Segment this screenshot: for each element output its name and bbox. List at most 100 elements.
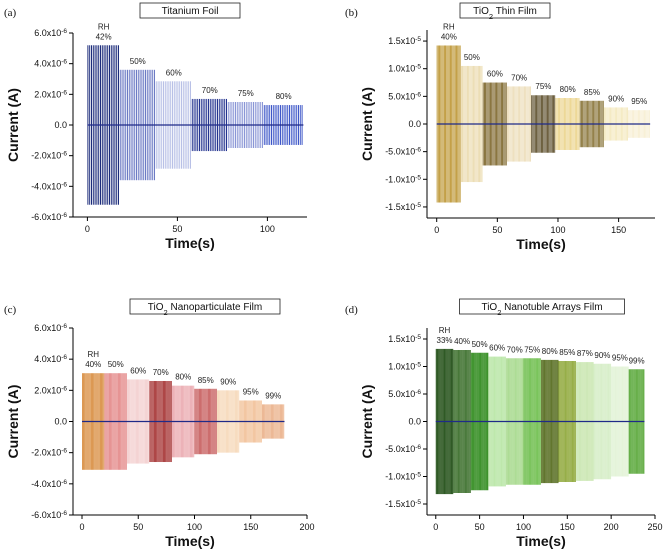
- x-tick-label: 100: [550, 225, 565, 235]
- x-axis-title: Time(s): [516, 533, 566, 549]
- y-tick-label: -5.0x10-6: [385, 146, 421, 157]
- y-tick-label: 2.0x10-6: [34, 89, 67, 100]
- y-tick-label: -6.0x10-6: [31, 212, 67, 223]
- y-tick-label: -1.0x10-5: [385, 174, 421, 185]
- rh-label: 60%: [130, 366, 146, 375]
- x-tick-label: 0: [434, 225, 439, 235]
- rh-label: 50%: [108, 360, 124, 369]
- x-tick-label: 250: [647, 522, 662, 532]
- x-tick-label: 50: [172, 224, 182, 234]
- rh-label: 99%: [629, 356, 645, 365]
- y-axis-title: Current (A): [5, 88, 21, 162]
- y-axis-title: Current (A): [5, 385, 21, 459]
- rh-prefix: RH: [87, 350, 99, 359]
- x-tick-label: 100: [187, 522, 202, 532]
- title-box: [139, 2, 241, 19]
- rh-label: 85%: [584, 88, 600, 97]
- rh-label: 50%: [130, 57, 146, 66]
- rh-label: 40%: [441, 32, 457, 41]
- y-axis-title: Current (A): [359, 87, 375, 161]
- y-tick-label: -6.0x10-6: [31, 510, 67, 521]
- y-tick-label: -1.5x10-5: [385, 201, 421, 212]
- x-tick-label: 0: [79, 522, 84, 532]
- chart-title: TiO2 Thin Film: [473, 6, 537, 21]
- x-tick-label: 100: [260, 224, 275, 234]
- y-tick-label: -4.0x10-6: [31, 478, 67, 489]
- rh-prefix: RH: [98, 22, 110, 31]
- y-tick-label: 1.5x10-5: [388, 36, 421, 47]
- y-tick-label: 0.0: [408, 417, 421, 427]
- x-tick-label: 150: [611, 225, 626, 235]
- x-tick-label: 50: [492, 225, 502, 235]
- y-tick-label: 4.0x10-6: [34, 354, 67, 365]
- rh-prefix: RH: [443, 22, 455, 31]
- y-tick-label: 2.0x10-6: [34, 385, 67, 396]
- panel-label: (b): [345, 7, 358, 19]
- title-box: [459, 298, 625, 315]
- x-tick-label: 0: [85, 224, 90, 234]
- rh-label: 95%: [243, 387, 259, 396]
- y-tick-label: 5.0x10-6: [388, 91, 421, 102]
- rh-prefix: RH: [439, 326, 451, 335]
- x-tick-label: 200: [299, 522, 314, 532]
- x-tick-label: 0: [433, 522, 438, 532]
- rh-label: 95%: [612, 354, 628, 363]
- panel-label: (a): [4, 7, 17, 19]
- rh-label: 75%: [535, 82, 551, 91]
- rh-label: 40%: [85, 360, 101, 369]
- y-axis-title: Current (A): [359, 385, 375, 459]
- y-tick-label: 0.0: [54, 417, 67, 427]
- y-tick-label: 1.0x10-5: [388, 63, 421, 74]
- rh-label: 70%: [153, 368, 169, 377]
- rh-label: 90%: [220, 377, 236, 386]
- y-tick-label: 5.0x10-6: [388, 389, 421, 400]
- y-tick-label: 0.0: [408, 119, 421, 129]
- rh-label: 90%: [594, 351, 610, 360]
- chart-title: TiO2 Nanotuble Arrays Film: [481, 302, 602, 317]
- rh-label: 95%: [631, 97, 647, 106]
- rh-label: 87%: [577, 349, 593, 358]
- y-tick-label: 1.0x10-5: [388, 361, 421, 372]
- x-tick-label: 200: [604, 522, 619, 532]
- x-tick-label: 50: [133, 522, 143, 532]
- rh-label: 60%: [166, 68, 182, 77]
- rh-label: 33%: [437, 336, 453, 345]
- panel-label: (c): [4, 304, 17, 316]
- y-tick-label: 6.0x10-6: [34, 323, 67, 334]
- rh-label: 50%: [472, 340, 488, 349]
- rh-label: 70%: [507, 345, 523, 354]
- rh-label: 70%: [202, 86, 218, 95]
- y-tick-label: 6.0x10-6: [34, 28, 67, 39]
- rh-label: 99%: [265, 391, 281, 400]
- panel-label: (d): [345, 304, 358, 316]
- x-tick-label: 100: [516, 522, 531, 532]
- rh-label: 75%: [524, 345, 540, 354]
- y-tick-label: -4.0x10-6: [31, 181, 67, 192]
- x-axis-title: Time(s): [516, 236, 566, 252]
- rh-label: 85%: [559, 348, 575, 357]
- x-tick-label: 150: [560, 522, 575, 532]
- y-tick-label: 4.0x10-6: [34, 58, 67, 69]
- rh-label: 42%: [96, 32, 112, 41]
- rh-label: 50%: [464, 53, 480, 62]
- y-tick-label: -1.5x10-5: [385, 499, 421, 510]
- chart-title: TiO2 Nanoparticulate Film: [148, 302, 262, 317]
- y-tick-label: 1.5x10-5: [388, 334, 421, 345]
- rh-label: 80%: [276, 92, 292, 101]
- x-tick-label: 50: [475, 522, 485, 532]
- x-axis-title: Time(s): [165, 235, 215, 251]
- x-axis-title: Time(s): [165, 533, 215, 549]
- x-tick-label: 150: [243, 522, 258, 532]
- y-tick-label: -2.0x10-6: [31, 150, 67, 161]
- y-tick-label: -1.0x10-5: [385, 471, 421, 482]
- rh-label: 60%: [487, 70, 503, 79]
- rh-label: 80%: [560, 85, 576, 94]
- y-tick-label: 0.0: [54, 120, 67, 130]
- rh-label: 60%: [489, 344, 505, 353]
- rh-label: 90%: [608, 94, 624, 103]
- rh-label: 70%: [511, 73, 527, 82]
- rh-label: 75%: [238, 89, 254, 98]
- rh-label: 85%: [198, 376, 214, 385]
- rh-label: 80%: [175, 373, 191, 382]
